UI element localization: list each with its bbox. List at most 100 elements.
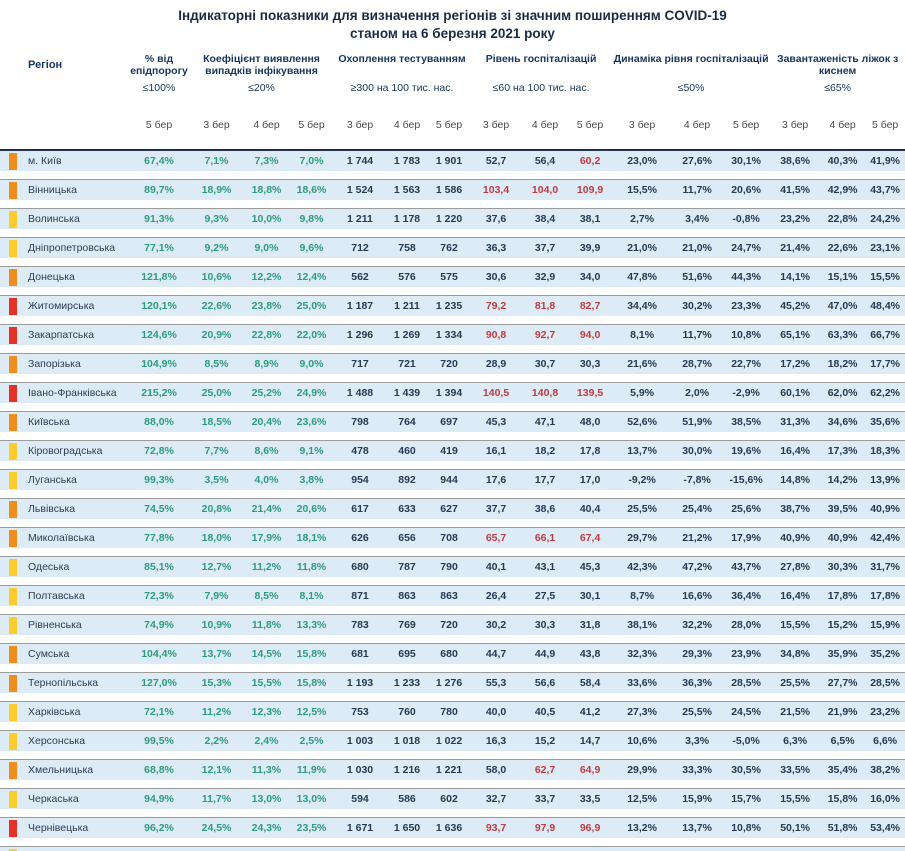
detection-rate-cell: 21,4% <box>244 498 289 519</box>
hospitalization-dynamics-cell: 23,3% <box>722 295 771 316</box>
testing-coverage-cell: 712 <box>334 237 387 258</box>
status-marker-cell <box>0 266 24 287</box>
status-marker-cell <box>0 295 24 316</box>
status-marker-icon <box>9 239 17 257</box>
indicators-table: Регіон % від епідпорогу ≤100% Коефіцієнт… <box>0 43 905 851</box>
status-marker-icon <box>9 500 17 518</box>
status-marker-icon <box>9 210 17 228</box>
testing-coverage-cell: 1 744 <box>334 149 387 171</box>
hospitalization-level-cell: 32,5 <box>568 846 613 851</box>
report-title-line1: Індикаторні показники для визначення рег… <box>178 8 727 23</box>
hospitalization-dynamics-cell: 16,6% <box>672 585 723 606</box>
hospitalization-level-cell: 44,9 <box>522 643 569 664</box>
testing-coverage-cell: 721 <box>386 353 429 374</box>
date-column-header: 4 бер <box>531 119 559 131</box>
oxygen-bed-occupancy-cell: 45,2% <box>770 295 821 316</box>
testing-coverage-cell: 783 <box>334 614 387 635</box>
hospitalization-level-cell: 39,9 <box>568 237 613 258</box>
status-marker-cell <box>0 440 24 461</box>
testing-coverage-cell: 590 <box>386 846 429 851</box>
group-threshold: ≤65% <box>824 82 851 94</box>
region-name-cell: Сумська <box>24 643 129 664</box>
detection-rate-cell: 11,2% <box>244 556 289 577</box>
hospitalization-dynamics-cell: 33,6% <box>612 672 673 693</box>
oxygen-bed-occupancy-cell: 38,2% <box>865 759 905 780</box>
hospitalization-level-cell: 32,9 <box>522 266 569 287</box>
hospitalization-level-cell: 92,7 <box>522 324 569 345</box>
testing-coverage-cell: 1 211 <box>386 295 429 316</box>
hospitalization-dynamics-cell: 25,6% <box>722 498 771 519</box>
status-marker-icon <box>9 442 17 460</box>
hospitalization-dynamics-cell: 32,2% <box>672 614 723 635</box>
testing-coverage-cell: 1 563 <box>386 179 429 200</box>
detection-rate-cell: 11,2% <box>189 701 244 722</box>
hospitalization-dynamics-cell: 30,5% <box>722 759 771 780</box>
oxygen-bed-occupancy-cell: 34,6% <box>820 411 866 432</box>
hospitalization-dynamics-cell: 10,8% <box>722 817 771 838</box>
detection-rate-cell: 8,6% <box>244 440 289 461</box>
oxygen-bed-occupancy-cell: 65,1% <box>770 324 821 345</box>
testing-coverage-cell: 680 <box>334 556 387 577</box>
hospitalization-level-cell: 64,9 <box>568 759 613 780</box>
hospitalization-dynamics-cell: 21,0% <box>672 237 723 258</box>
testing-coverage-cell: 478 <box>334 440 387 461</box>
region-name-cell: Вінницька <box>24 179 129 200</box>
hospitalization-dynamics-cell: 30,1% <box>722 149 771 171</box>
testing-coverage-cell: 1 901 <box>428 149 471 171</box>
oxygen-bed-occupancy-cell: 6,3% <box>770 730 821 751</box>
hospitalization-dynamics-cell: -5,9% <box>672 846 723 851</box>
epid-percent-cell: 88,0% <box>129 411 189 432</box>
header-row-dates: 5 бер 3 бер 4 бер 5 бер 3 бер 4 бер 5 бе… <box>0 111 905 141</box>
hospitalization-level-cell: 58,0 <box>470 759 523 780</box>
detection-rate-cell: 11,4% <box>189 846 244 851</box>
epid-percent-cell: 104,9% <box>129 353 189 374</box>
hospitalization-level-cell: 48,0 <box>568 411 613 432</box>
hospitalization-level-cell: 43,1 <box>522 556 569 577</box>
hospitalization-level-cell: 93,7 <box>470 817 523 838</box>
epid-percent-cell: 121,8% <box>129 266 189 287</box>
group-threshold: ≤100% <box>142 82 176 94</box>
hospitalization-level-cell: 65,7 <box>470 527 523 548</box>
hospitalization-dynamics-cell: 34,4% <box>612 295 673 316</box>
testing-coverage-cell: 764 <box>386 411 429 432</box>
date-column-header: 3 бер <box>628 119 656 131</box>
hospitalization-dynamics-cell: 28,7% <box>672 353 723 374</box>
detection-rate-cell: 7,9% <box>189 585 244 606</box>
testing-coverage-cell: 633 <box>386 498 429 519</box>
column-header-region: Регіон <box>28 59 63 71</box>
detection-rate-cell: 18,6% <box>289 179 335 200</box>
testing-coverage-cell: 863 <box>428 585 471 606</box>
region-name-cell: Херсонська <box>24 730 129 751</box>
epid-percent-cell: 74,9% <box>129 614 189 635</box>
hospitalization-dynamics-cell: 24,7% <box>722 237 771 258</box>
epid-percent-cell: 74,5% <box>129 498 189 519</box>
oxygen-bed-occupancy-cell: 40,3% <box>820 149 866 171</box>
oxygen-bed-occupancy-cell: 17,3% <box>820 440 866 461</box>
hospitalization-level-cell: 41,2 <box>568 701 613 722</box>
hospitalization-dynamics-cell: 15,7% <box>722 788 771 809</box>
oxygen-bed-occupancy-cell: 6,6% <box>865 730 905 751</box>
detection-rate-cell: 12,5% <box>289 701 335 722</box>
hospitalization-level-cell: 96,9 <box>568 817 613 838</box>
hospitalization-level-cell: 16,1 <box>470 440 523 461</box>
hospitalization-dynamics-cell: 44,3% <box>722 266 771 287</box>
table-row: Хмельницька 68,8% 12,1% 11,3% 11,9% 1 03… <box>0 759 905 780</box>
region-name-cell: Рівненська <box>24 614 129 635</box>
hospitalization-dynamics-cell: 15,5% <box>612 179 673 200</box>
status-marker-cell <box>0 701 24 722</box>
oxygen-bed-occupancy-cell: 24,2% <box>865 208 905 229</box>
oxygen-bed-occupancy-cell: 15,5% <box>770 788 821 809</box>
epid-percent-cell: 89,7% <box>129 179 189 200</box>
detection-rate-cell: 15,8% <box>289 672 335 693</box>
hospitalization-dynamics-cell: 47,2% <box>672 556 723 577</box>
hospitalization-dynamics-cell: 13,7% <box>672 817 723 838</box>
date-column-header: 4 бер <box>393 119 421 131</box>
testing-coverage-cell: 1 233 <box>386 672 429 693</box>
testing-coverage-cell: 573 <box>334 846 387 851</box>
date-column-header: 4 бер <box>683 119 711 131</box>
epid-percent-cell: 85,1% <box>129 556 189 577</box>
hospitalization-dynamics-cell: 51,6% <box>672 266 723 287</box>
hospitalization-level-cell: 17,7 <box>522 469 569 490</box>
hospitalization-level-cell: 90,8 <box>470 324 523 345</box>
hospitalization-dynamics-cell: 8,7% <box>612 585 673 606</box>
